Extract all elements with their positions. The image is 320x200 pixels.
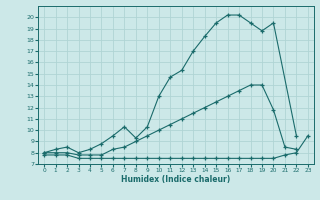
X-axis label: Humidex (Indice chaleur): Humidex (Indice chaleur) [121, 175, 231, 184]
